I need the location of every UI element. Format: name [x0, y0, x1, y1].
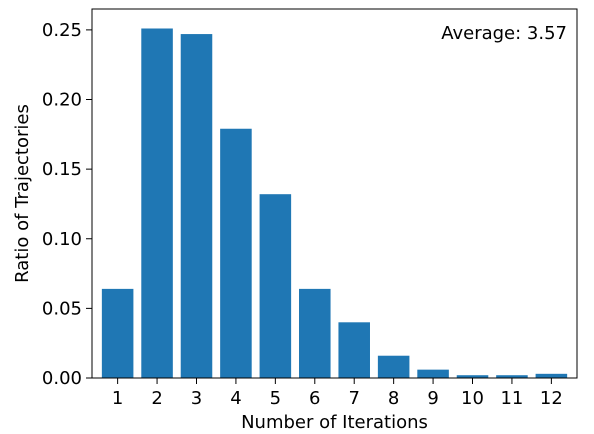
- x-tick-label: 12: [540, 388, 563, 409]
- x-axis-label: Number of Iterations: [241, 412, 428, 433]
- bar-2: [141, 28, 173, 379]
- bars-group: [101, 28, 568, 379]
- x-tick-label: 2: [151, 388, 162, 409]
- bar-3: [180, 34, 213, 379]
- y-tick-label: 0.25: [42, 20, 82, 41]
- y-tick-label: 0.20: [42, 90, 82, 111]
- plot-frame: [91, 8, 578, 379]
- y-tick-label: 0.10: [42, 229, 82, 250]
- bar-12: [535, 373, 568, 378]
- x-tick-label: 10: [461, 388, 484, 409]
- bar-5: [259, 194, 292, 378]
- bar-8: [377, 355, 410, 378]
- bar-1: [101, 288, 134, 378]
- y-tick-label: 0.05: [42, 298, 82, 319]
- x-tick-label: 1: [112, 388, 123, 409]
- y-tick-label: 0.15: [42, 159, 82, 180]
- bar-4: [220, 128, 252, 378]
- x-tick-label: 6: [309, 388, 320, 409]
- y-tick-label: 0.00: [42, 368, 82, 389]
- x-tick-label: 3: [191, 388, 202, 409]
- x-tick-label: 7: [348, 388, 359, 409]
- x-tick-label: 9: [427, 388, 438, 409]
- x-axis-ticks: 1 2 3 4 5 6 7 8 9 10 11 12: [112, 378, 563, 409]
- x-tick-label: 5: [270, 388, 281, 409]
- x-tick-label: 4: [230, 388, 241, 409]
- bar-6: [299, 288, 331, 378]
- x-tick-label: 8: [388, 388, 399, 409]
- bar-7: [338, 322, 370, 378]
- x-tick-label: 11: [500, 388, 523, 409]
- y-axis-ticks: 0.00 0.05 0.10 0.15 0.20 0.25: [42, 20, 92, 389]
- average-annotation: Average: 3.57: [441, 23, 567, 44]
- bar-10: [456, 375, 489, 378]
- y-axis-label: Ratio of Trajectories: [12, 104, 33, 283]
- bar-11: [496, 375, 528, 378]
- bar-9: [417, 369, 449, 378]
